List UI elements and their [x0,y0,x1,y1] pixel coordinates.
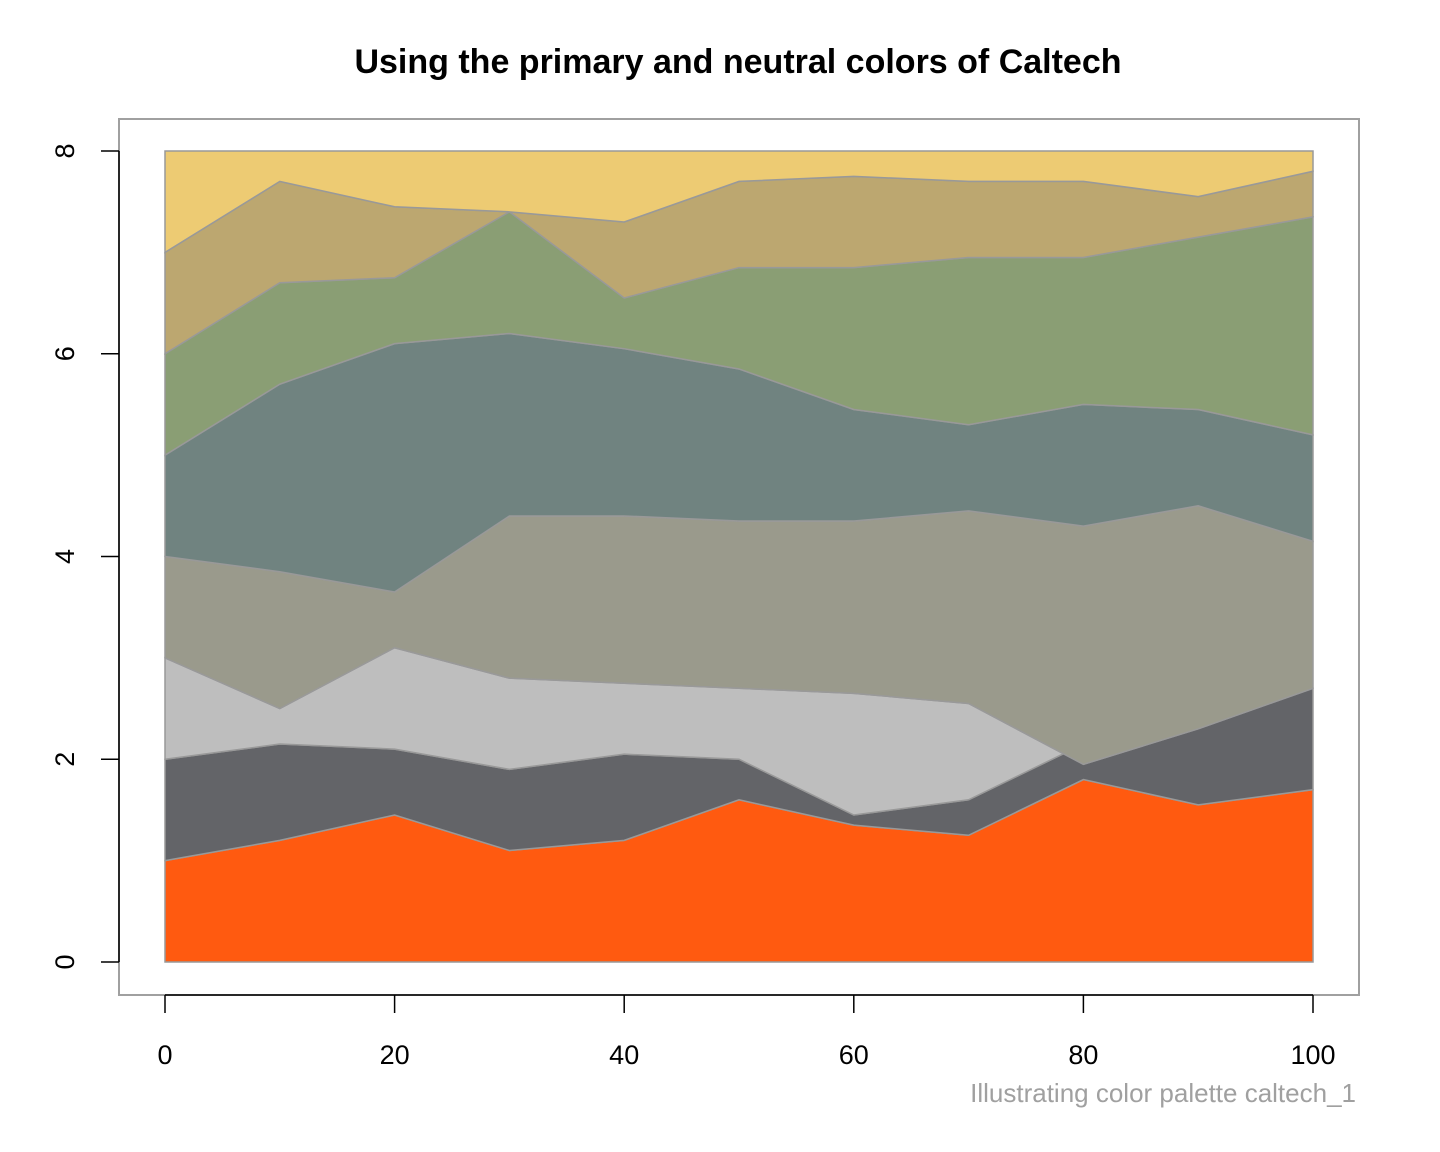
x-tick-label: 80 [1068,1040,1098,1070]
y-axis: 0 2 4 6 8 [50,143,120,970]
y-tick-label: 8 [50,143,80,158]
y-tick-label: 4 [50,549,80,564]
area-series-group [164,150,1314,963]
x-axis: 0 20 40 60 80 100 [157,994,1336,1070]
chart-title: Using the primary and neutral colors of … [354,43,1121,81]
area-band-8 [164,150,1314,254]
x-tick-label: 100 [1290,1040,1335,1070]
x-tick-label: 0 [157,1040,172,1070]
chart-caption: Illustrating color palette caltech_1 [970,1078,1356,1108]
y-tick-label: 0 [50,954,80,969]
x-tick-label: 60 [839,1040,869,1070]
y-tick-label: 6 [50,346,80,361]
x-tick-label: 40 [609,1040,639,1070]
x-tick-label: 20 [380,1040,410,1070]
y-tick-label: 2 [50,752,80,767]
